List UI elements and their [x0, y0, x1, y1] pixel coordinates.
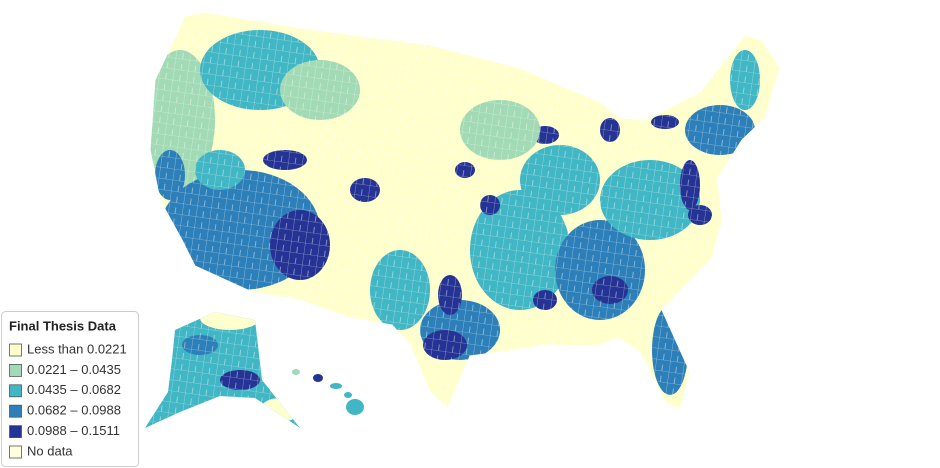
- legend-box: [1, 311, 139, 467]
- legend-swatch: [9, 363, 22, 377]
- legend-swatch: [9, 384, 22, 398]
- legend-swatch: [9, 445, 22, 459]
- legend-label: No data: [27, 443, 73, 458]
- legend: Final Thesis Data Less than 0.0221 0.0221…: [1, 311, 139, 467]
- legend-label: 0.0435 – 0.0682: [27, 382, 121, 397]
- legend-swatch: [9, 404, 22, 418]
- alaska: [145, 312, 300, 428]
- legend-label: Less than 0.0221: [27, 341, 127, 356]
- hawaii: [292, 369, 364, 415]
- us-outline: [149, 11, 781, 411]
- legend-swatch: [9, 343, 22, 357]
- legend-items: Less than 0.0221 0.0221 – 0.0435 0.0435 – …: [9, 341, 127, 459]
- legend-label: 0.0682 – 0.0988: [27, 403, 121, 418]
- legend-label: 0.0221 – 0.0435: [27, 362, 121, 377]
- legend-title: Final Thesis Data: [9, 318, 117, 333]
- legend-label: 0.0988 – 0.1511: [27, 423, 120, 438]
- legend-swatch: [9, 425, 22, 439]
